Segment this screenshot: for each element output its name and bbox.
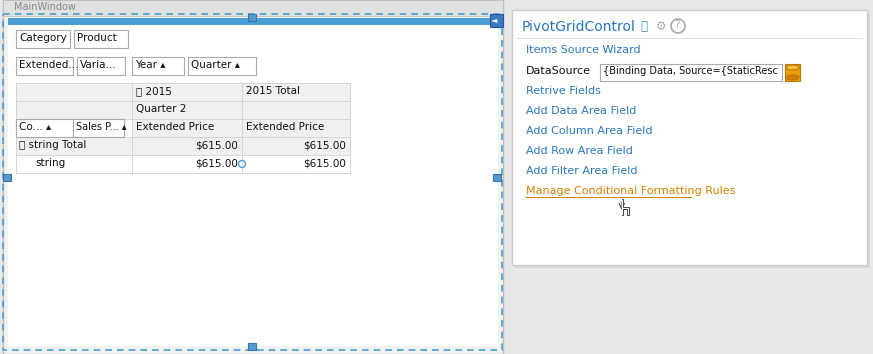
Bar	[132, 155, 242, 173]
Polygon shape	[622, 199, 629, 215]
Bar	[242, 137, 350, 155]
Bar	[512, 10, 867, 265]
Bar	[493, 174, 501, 181]
Text: Retrive Fields: Retrive Fields	[526, 86, 601, 96]
Text: Add Column Area Field: Add Column Area Field	[526, 126, 652, 136]
Text: $615.00: $615.00	[303, 158, 346, 168]
Text: Extended Price: Extended Price	[246, 122, 324, 132]
Text: Quarter ▴: Quarter ▴	[191, 60, 240, 70]
Text: Co... ▴: Co... ▴	[19, 122, 52, 132]
Bar	[16, 30, 70, 48]
Bar	[132, 57, 184, 75]
Bar	[3, 174, 11, 181]
Text: Add Row Area Field: Add Row Area Field	[526, 146, 633, 156]
Text: $615.00: $615.00	[196, 140, 238, 150]
Bar	[490, 14, 503, 27]
Text: ⓢ 2015: ⓢ 2015	[136, 86, 172, 96]
Text: $615.00: $615.00	[303, 140, 346, 150]
Bar	[515, 13, 870, 268]
Bar	[242, 119, 350, 137]
Bar	[132, 83, 242, 101]
Bar	[786, 68, 799, 78]
Text: Category: Category	[19, 33, 66, 43]
Text: Sales P... ▴: Sales P... ▴	[76, 122, 127, 132]
Text: string: string	[35, 158, 65, 168]
Text: Quarter 2: Quarter 2	[136, 104, 186, 114]
Bar	[16, 119, 73, 137]
Bar	[132, 119, 242, 137]
Bar	[16, 83, 350, 173]
Text: 🔧: 🔧	[640, 20, 647, 33]
Bar	[248, 14, 256, 21]
Bar	[16, 155, 132, 173]
Text: Add Data Area Field: Add Data Area Field	[526, 106, 636, 116]
Bar	[16, 83, 132, 101]
Bar	[16, 57, 73, 75]
Bar	[8, 18, 498, 346]
Bar	[600, 64, 782, 81]
Bar	[188, 57, 256, 75]
Bar	[8, 18, 498, 25]
Bar	[16, 137, 132, 155]
Bar	[132, 101, 242, 119]
Text: Product: Product	[77, 33, 117, 43]
Bar	[3, 0, 503, 16]
Text: MainWindow: MainWindow	[14, 2, 76, 12]
Text: Manage Conditional Formatting Rules: Manage Conditional Formatting Rules	[526, 186, 735, 196]
Text: ⚙: ⚙	[656, 20, 666, 33]
Bar	[73, 119, 124, 137]
Text: PivotGridControl: PivotGridControl	[522, 20, 636, 34]
Bar	[3, 0, 503, 354]
Ellipse shape	[786, 75, 799, 80]
Text: Extended Price: Extended Price	[136, 122, 214, 132]
Text: Year ▴: Year ▴	[135, 60, 166, 70]
Text: ⓢ string Total: ⓢ string Total	[19, 140, 86, 150]
Text: DataSource: DataSource	[526, 66, 591, 76]
Text: ◄: ◄	[491, 15, 498, 24]
Bar	[3, 14, 502, 350]
Text: 2015 Total: 2015 Total	[246, 86, 300, 96]
Bar	[132, 137, 242, 155]
Text: {Binding Data, Source={StaticResc: {Binding Data, Source={StaticResc	[603, 66, 778, 76]
Text: ?: ?	[674, 20, 679, 30]
Text: Extended...: Extended...	[19, 60, 79, 70]
Bar	[242, 155, 350, 173]
Text: Items Source Wizard: Items Source Wizard	[526, 45, 641, 55]
Bar	[242, 83, 350, 101]
Ellipse shape	[786, 65, 799, 70]
Bar	[248, 343, 256, 350]
Bar	[77, 57, 125, 75]
Text: Varia...: Varia...	[80, 60, 117, 70]
Bar	[785, 64, 800, 81]
Bar	[16, 101, 132, 119]
Text: Add Filter Area Field: Add Filter Area Field	[526, 166, 637, 176]
Text: $615.00: $615.00	[196, 158, 238, 168]
Bar	[74, 30, 128, 48]
Bar	[242, 101, 350, 119]
